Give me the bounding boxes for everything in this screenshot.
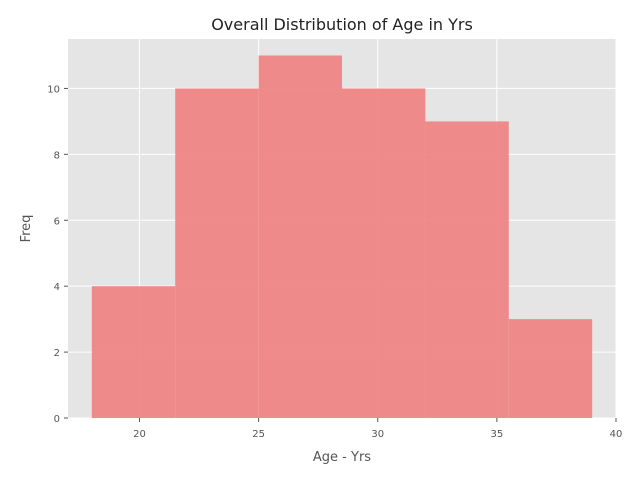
histogram-bar: [342, 88, 426, 418]
y-axis-ticks: 0 2 4 6 8 10: [47, 84, 68, 425]
y-axis-label: Freq: [19, 215, 34, 243]
x-tick-label: 40: [610, 429, 623, 440]
y-tick-label: 6: [54, 216, 60, 227]
y-tick-label: 10: [47, 84, 60, 95]
y-tick-label: 8: [54, 150, 60, 161]
x-axis-ticks: 20 25 30 35 40: [133, 418, 622, 440]
chart-title: Overall Distribution of Age in Yrs: [211, 15, 473, 34]
y-tick-label: 2: [54, 348, 60, 359]
x-tick-label: 30: [371, 429, 384, 440]
x-tick-label: 25: [252, 429, 265, 440]
histogram-bar: [258, 55, 342, 418]
histogram-bar: [175, 88, 259, 418]
histogram-bar: [91, 286, 176, 418]
y-tick-label: 4: [54, 282, 60, 293]
x-tick-label: 20: [133, 429, 146, 440]
bars: [91, 55, 593, 419]
histogram-bar: [508, 319, 593, 418]
y-tick-label: 0: [54, 414, 60, 425]
x-axis-label: Age - Yrs: [313, 450, 371, 465]
histogram-bar: [425, 121, 509, 419]
x-tick-label: 35: [491, 429, 504, 440]
